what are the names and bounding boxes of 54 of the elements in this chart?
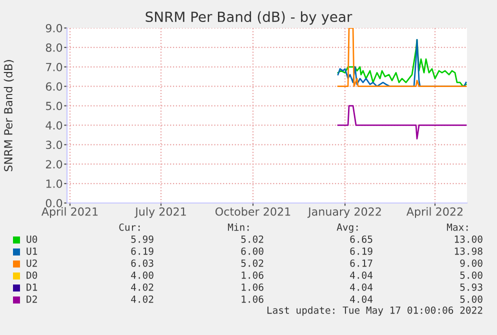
text: 4.04 [350,283,373,291]
text: Last update: Tue May 17 01:00:06 2022 [267,306,482,316]
text: 5.02 [241,259,264,267]
text: Cur: [119,223,140,231]
y-tick-label: 2.0 [46,160,62,168]
text: 5.02 [241,235,264,243]
text: Max: [446,224,468,231]
chart-title: SNRM Per Band (dB) - by year [146,11,352,25]
legend-label: U1 [26,248,38,255]
text: 4.04 [350,295,373,303]
y-tick-label: 1.0 [46,180,62,188]
legend-label: U0 [26,235,38,243]
text: 4.02 [131,283,154,291]
y-tick-label: 6.0 [46,82,62,91]
text: 5.00 [460,271,482,279]
line-series [337,28,467,88]
y-tick-label: 9.0 [46,24,62,32]
line-series [337,38,467,88]
text: 5.99 [131,235,154,243]
text: 4.02 [131,295,154,303]
text: 1.06 [242,295,264,303]
y-tick-label: 5.0 [46,102,62,110]
text: 4.00 [131,271,154,279]
y-tick-label: 7.0 [46,62,62,72]
text: 6.19 [350,247,372,255]
text: Min: [228,223,249,231]
text: 1.06 [242,271,264,279]
x-tick-label: October 2021 [215,207,290,216]
legend-label: D1 [26,284,38,291]
text: 13.00 [454,235,482,243]
text: 6.65 [350,235,372,243]
text: 6.00 [241,247,264,255]
x-tick-label: April 2022 [406,207,462,218]
y-axis-title: SNRM Per Band (dB) [4,60,14,172]
x-tick-label: July 2021 [134,207,186,218]
y-tick-label: 3.0 [46,140,62,150]
text: 6.03 [131,259,154,267]
legend-label: D2 [26,295,37,303]
text: 13.98 [454,247,482,255]
text: 5.93 [460,283,482,291]
x-tick-label: January 2022 [307,207,381,218]
text: 9.00 [460,259,482,267]
text: 5.00 [460,295,482,303]
y-tick-label: 4.0 [46,121,62,130]
text: Avg: [336,224,358,233]
y-tick-label: 8.0 [46,43,62,52]
y-tick-label: 0.0 [46,198,62,208]
legend-label: U2 [26,259,37,267]
text: 6.17 [350,259,372,267]
legend-label: D0 [26,271,38,279]
x-tick-label: April 2021 [41,207,98,218]
text: 4.04 [350,271,373,279]
text: 1.06 [242,283,264,291]
text: 6.19 [131,247,154,255]
